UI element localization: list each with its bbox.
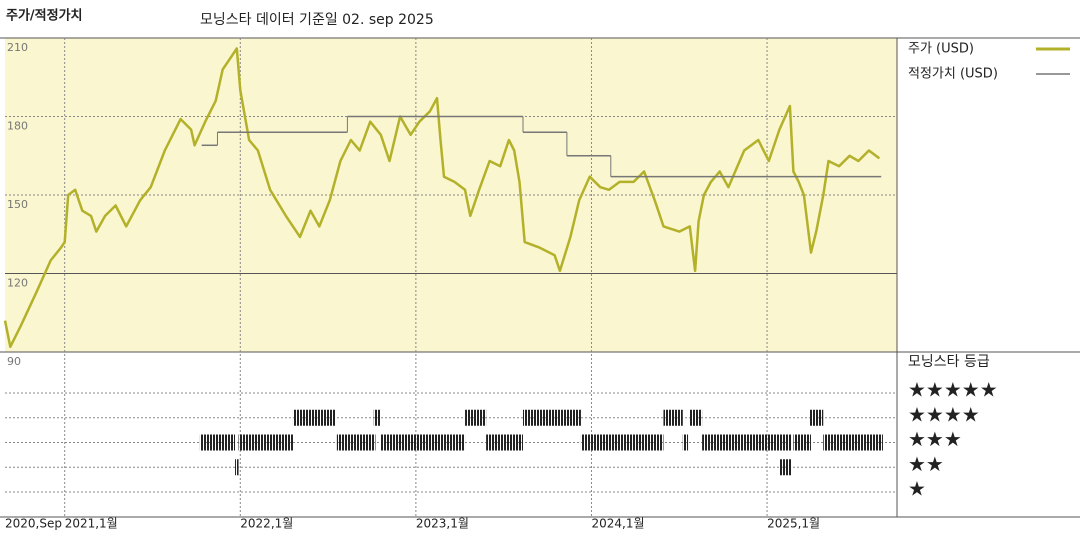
rating-legend: ★★★★ (908, 402, 980, 426)
legend-label: 주가 (USD) (908, 42, 974, 57)
rating-legend: ★★ (908, 452, 944, 476)
y-tick-label: 150 (7, 198, 28, 211)
rating-bar (486, 434, 523, 451)
rating-bar (689, 409, 703, 426)
rating-legend: ★ (908, 477, 926, 501)
rating-bar (373, 409, 381, 426)
rating-bar (702, 434, 792, 451)
rating-bar (682, 434, 689, 451)
rating-bar (522, 409, 581, 426)
rating-bar (336, 434, 376, 451)
rating-legend: ★★★ (908, 427, 962, 451)
rating-bar (663, 409, 683, 426)
chart-title: 모닝스타 데이터 기준일 02. sep 2025 (200, 12, 434, 28)
rating-bar (793, 434, 811, 451)
rating-bar (465, 409, 487, 426)
x-tick-label: 2025,1월 (767, 517, 820, 531)
rating-legend: ★★★★★ (908, 378, 998, 402)
x-tick-label: 2021,1월 (65, 517, 118, 531)
rating-bar (235, 459, 239, 476)
price-line (3, 47, 881, 349)
rating-title: 모닝스타 등급 (908, 354, 990, 370)
rating-bar (580, 434, 664, 451)
rating-bar (823, 434, 883, 451)
x-tick-label: 2020,Sep (5, 517, 62, 531)
panel-label: 주가/적정가치 (6, 8, 83, 24)
rating-bar (779, 459, 792, 476)
y-tick-label: 210 (7, 41, 28, 54)
y-tick-label: 120 (7, 277, 28, 290)
rating-bar (199, 434, 236, 451)
y-tick-label: 90 (7, 355, 21, 368)
x-tick-label: 2023,1월 (416, 517, 469, 531)
rating-bar (809, 409, 824, 426)
rating-bar (238, 434, 293, 451)
legend-label: 적정가치 (USD) (908, 67, 998, 82)
y-tick-label: 180 (7, 120, 28, 133)
x-tick-label: 2022,1월 (240, 517, 293, 531)
rating-bar (380, 434, 466, 451)
x-tick-label: 2024,1월 (591, 517, 644, 531)
rating-bar (292, 409, 336, 426)
